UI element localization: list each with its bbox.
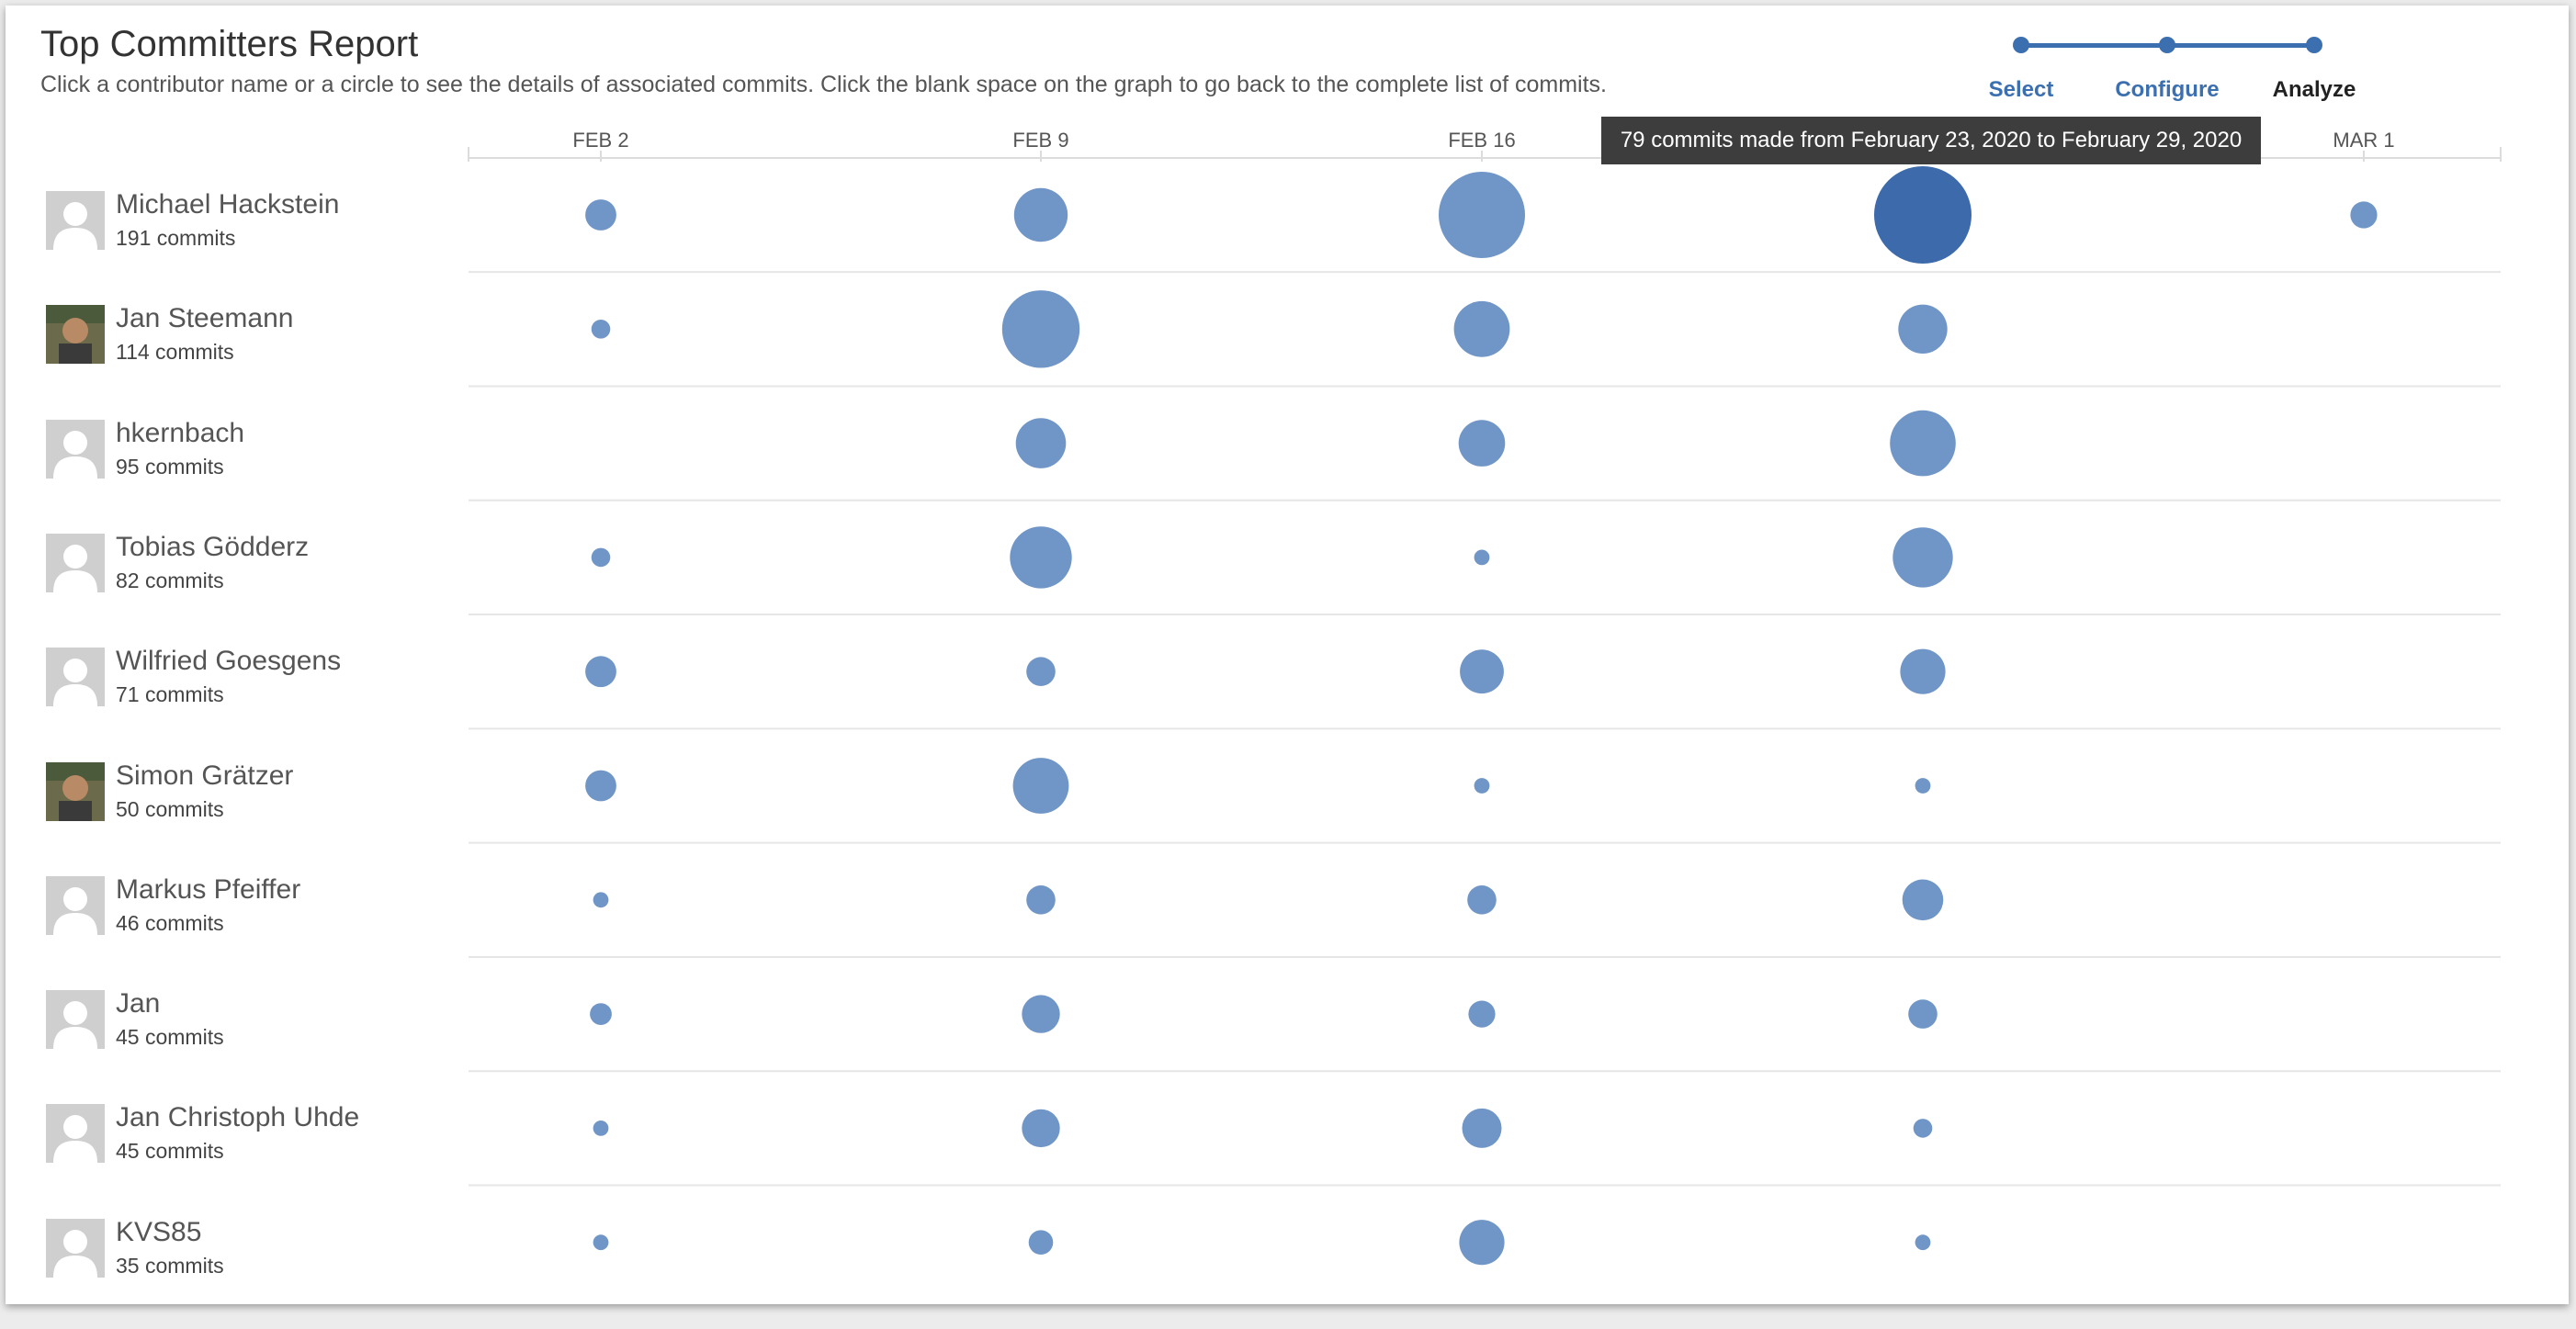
committer-commit-count: 46 commits <box>116 910 224 935</box>
default-avatar-icon <box>46 990 105 1050</box>
x-tick-label: MAR 1 <box>2333 129 2394 152</box>
commit-bubble[interactable] <box>1908 999 1938 1029</box>
commit-bubble[interactable] <box>585 656 616 688</box>
committer-row: KVS85 35 commits <box>40 1193 463 1307</box>
committer-commit-count: 45 commits <box>116 1025 224 1050</box>
commit-bubble[interactable] <box>1022 995 1060 1033</box>
user-photo-avatar <box>46 761 105 821</box>
commit-bubble[interactable] <box>591 547 611 568</box>
commit-bubble[interactable] <box>1460 649 1504 694</box>
committer-name[interactable]: Simon Grätzer <box>116 760 294 791</box>
committer-name[interactable]: Jan <box>116 988 161 1019</box>
commit-bubble[interactable] <box>1898 304 1948 354</box>
default-avatar-icon <box>46 648 105 707</box>
commit-bubble[interactable] <box>1013 187 1068 242</box>
commit-bubble[interactable] <box>1915 778 1931 794</box>
commit-bubble[interactable] <box>1015 418 1067 468</box>
wizard-step-select[interactable]: Select <box>1988 77 2054 102</box>
commit-bubble[interactable] <box>1474 778 1490 794</box>
report-panel: Top Committers Report Click a contributo… <box>6 6 2569 1304</box>
commit-bubble[interactable] <box>1474 549 1490 566</box>
committer-name[interactable]: Jan Steemann <box>116 303 294 334</box>
commit-bubble[interactable] <box>1458 420 1506 467</box>
default-avatar-icon <box>46 533 105 592</box>
commit-bubble[interactable] <box>1439 172 1525 258</box>
user-photo-avatar <box>46 305 105 365</box>
committer-commit-count: 95 commits <box>116 454 224 479</box>
committer-commit-count: 191 commits <box>116 226 236 250</box>
commit-bubble[interactable] <box>591 320 611 339</box>
committer-row: Tobias Gödderz 82 commits <box>40 508 463 622</box>
committer-name[interactable]: Jan Christoph Uhde <box>116 1102 360 1133</box>
commit-bubble[interactable] <box>585 199 616 231</box>
x-tick-label: FEB 9 <box>1012 129 1068 152</box>
committer-row: hkernbach 95 commits <box>40 394 463 508</box>
committer-row: Jan Christoph Uhde 45 commits <box>40 1078 463 1192</box>
default-avatar-icon <box>46 419 105 479</box>
commit-bubble[interactable] <box>2350 201 2378 229</box>
commit-bubble[interactable] <box>1468 1000 1496 1028</box>
commit-bubble[interactable] <box>1900 648 1946 694</box>
instructions-text: Click a contributor name or a circle to … <box>40 72 1607 97</box>
wizard-step-configure[interactable]: Configure <box>2115 77 2220 102</box>
commit-bubble[interactable] <box>1913 1119 1933 1138</box>
committer-row: Wilfried Goesgens 71 commits <box>40 622 463 736</box>
default-avatar-icon <box>46 1104 105 1164</box>
committer-commit-count: 35 commits <box>116 1253 224 1278</box>
commit-bubble[interactable] <box>593 1234 609 1251</box>
commit-bubble[interactable] <box>1001 290 1080 368</box>
committer-name[interactable]: Markus Pfeiffer <box>116 873 301 905</box>
committer-name[interactable]: KVS85 <box>116 1216 202 1247</box>
commit-bubble[interactable] <box>1915 1234 1931 1251</box>
committer-commit-count: 71 commits <box>116 682 224 707</box>
commits-bubble-chart[interactable]: FEB 2 FEB 9 FEB 16 MAR 1 <box>6 6 2569 1304</box>
committer-row: Michael Hackstein 191 commits <box>40 165 463 279</box>
commit-bubble[interactable] <box>1012 758 1069 814</box>
committer-row: Jan Steemann 114 commits <box>40 279 463 393</box>
commit-bubble[interactable] <box>1026 885 1056 915</box>
page-title: Top Committers Report <box>40 24 419 64</box>
wizard-step-analyze: Analyze <box>2272 77 2356 102</box>
wizard-progress: Select Configure Analyze <box>1962 28 2356 110</box>
wizard-step-select-dot[interactable] <box>2013 37 2029 53</box>
commit-bubble[interactable] <box>1459 1220 1505 1266</box>
committer-commit-count: 45 commits <box>116 1139 224 1164</box>
commit-bubble[interactable] <box>1028 1230 1054 1255</box>
committer-commit-count: 82 commits <box>116 568 224 592</box>
default-avatar-icon <box>46 191 105 250</box>
commit-bubble[interactable] <box>590 1003 612 1025</box>
commit-bubble[interactable] <box>1890 410 1956 477</box>
commit-bubble[interactable] <box>1892 527 1953 588</box>
commit-bubble[interactable] <box>1026 657 1056 686</box>
committer-row: Simon Grätzer 50 commits <box>40 737 463 850</box>
x-tick-label: FEB 16 <box>1448 129 1515 152</box>
wizard-step-analyze-dot <box>2306 37 2322 53</box>
commit-bubble[interactable] <box>1902 879 1944 921</box>
x-tick-label: FEB 2 <box>572 129 628 152</box>
committer-commit-count: 114 commits <box>116 340 234 365</box>
commit-bubble[interactable] <box>1453 300 1510 357</box>
commit-bubble[interactable] <box>1022 1109 1060 1148</box>
committer-name[interactable]: Wilfried Goesgens <box>116 646 342 677</box>
committer-row: Jan 45 commits <box>40 964 463 1078</box>
committer-row: Markus Pfeiffer 46 commits <box>40 850 463 964</box>
commit-bubble[interactable] <box>593 1121 609 1136</box>
commit-bubble[interactable] <box>1467 885 1497 915</box>
commit-bubble[interactable] <box>585 770 616 802</box>
commit-bubble[interactable] <box>1874 166 1972 264</box>
committer-name[interactable]: Tobias Gödderz <box>116 531 310 562</box>
committer-commit-count: 50 commits <box>116 796 224 821</box>
commit-bubble[interactable] <box>593 892 609 908</box>
default-avatar-icon <box>46 1218 105 1278</box>
committer-name[interactable]: Michael Hackstein <box>116 189 340 220</box>
wizard-step-configure-dot[interactable] <box>2159 37 2175 53</box>
commit-bubble[interactable] <box>1462 1108 1502 1148</box>
chart-tooltip: 79 commits made from February 23, 2020 t… <box>1601 117 2261 164</box>
default-avatar-icon <box>46 875 105 935</box>
commit-bubble[interactable] <box>1010 526 1072 589</box>
committer-name[interactable]: hkernbach <box>116 417 245 448</box>
